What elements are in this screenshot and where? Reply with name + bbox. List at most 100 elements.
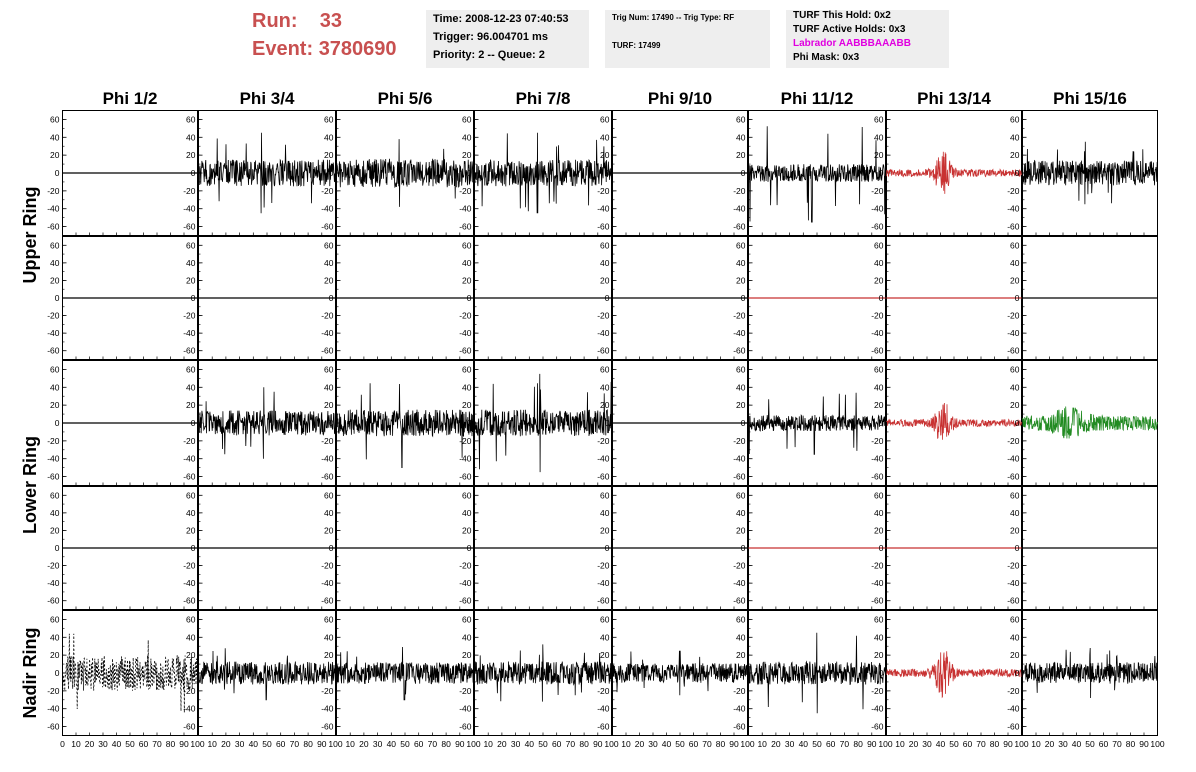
waveform-panel: -60 -40 -20 0 20 40 60 bbox=[47, 110, 198, 236]
y-tick-label: -40 bbox=[459, 704, 472, 714]
x-tick-label: 50 bbox=[949, 739, 959, 749]
y-tick-label: -40 bbox=[733, 578, 746, 588]
y-tick-label: -40 bbox=[183, 204, 196, 214]
column-title: Phi 7/8 bbox=[516, 89, 571, 108]
y-tick-label: 40 bbox=[462, 382, 472, 392]
trace-line bbox=[886, 651, 1022, 699]
y-tick-label: -40 bbox=[183, 578, 196, 588]
y-tick-label: -60 bbox=[183, 222, 196, 232]
y-tick-label: 0 bbox=[467, 418, 472, 428]
waveform-panel: -60 -40 -20 0 20 40 60 bbox=[1007, 486, 1158, 610]
y-tick-label: 0 bbox=[467, 668, 472, 678]
y-tick-label: -60 bbox=[1007, 722, 1020, 732]
y-tick-label: 40 bbox=[1010, 508, 1020, 518]
y-tick-label: 40 bbox=[600, 382, 610, 392]
y-tick-label: -40 bbox=[321, 578, 334, 588]
trace-line bbox=[612, 650, 748, 696]
trace-line bbox=[748, 392, 886, 455]
y-tick-label: -40 bbox=[47, 328, 60, 338]
y-tick-label: -20 bbox=[1007, 311, 1020, 321]
y-tick-label: 40 bbox=[324, 508, 334, 518]
y-tick-label: -40 bbox=[1007, 704, 1020, 714]
x-tick-label: 20 bbox=[221, 739, 231, 749]
y-tick-label: 0 bbox=[191, 418, 196, 428]
x-tick-label: 30 bbox=[1058, 739, 1068, 749]
y-tick-label: 60 bbox=[600, 364, 610, 374]
y-tick-label: 20 bbox=[50, 650, 60, 660]
y-tick-label: 40 bbox=[50, 508, 60, 518]
y-tick-label: -60 bbox=[459, 722, 472, 732]
x-tick-label: 60 bbox=[689, 739, 699, 749]
y-tick-label: 20 bbox=[1010, 400, 1020, 410]
y-tick-label: 20 bbox=[50, 275, 60, 285]
y-tick-label: -60 bbox=[321, 222, 334, 232]
y-tick-label: 20 bbox=[736, 525, 746, 535]
x-tick-label: 30 bbox=[922, 739, 932, 749]
x-tick-label: 10 bbox=[895, 739, 905, 749]
y-tick-label: -60 bbox=[1007, 472, 1020, 482]
y-tick-label: 60 bbox=[462, 114, 472, 124]
waveform-panel: -60 -40 -20 0 20 40 60 bbox=[183, 236, 336, 360]
waveform-panel: -60 -40 -20 0 20 40 60 bbox=[47, 610, 198, 736]
y-tick-label: -40 bbox=[321, 328, 334, 338]
y-tick-label: 60 bbox=[462, 364, 472, 374]
trace-line bbox=[748, 632, 886, 714]
y-tick-label: 20 bbox=[736, 150, 746, 160]
y-tick-label: -20 bbox=[871, 311, 884, 321]
y-tick-label: 40 bbox=[600, 132, 610, 142]
y-tick-label: -40 bbox=[597, 704, 610, 714]
trace-line bbox=[336, 646, 474, 701]
y-tick-label: 60 bbox=[736, 114, 746, 124]
y-tick-label: -60 bbox=[871, 596, 884, 606]
y-tick-label: 40 bbox=[50, 382, 60, 392]
y-tick-label: -60 bbox=[321, 472, 334, 482]
x-tick-label: 50 bbox=[1085, 739, 1095, 749]
y-tick-label: 20 bbox=[600, 150, 610, 160]
x-tick-label: 30 bbox=[648, 739, 658, 749]
y-tick-label: -40 bbox=[1007, 454, 1020, 464]
y-tick-label: -20 bbox=[459, 311, 472, 321]
y-tick-label: 40 bbox=[736, 258, 746, 268]
y-tick-label: 40 bbox=[1010, 382, 1020, 392]
y-tick-label: 0 bbox=[191, 543, 196, 553]
y-tick-label: -40 bbox=[459, 578, 472, 588]
y-tick-label: 0 bbox=[879, 293, 884, 303]
y-tick-label: 0 bbox=[741, 168, 746, 178]
y-tick-label: 60 bbox=[1010, 614, 1020, 624]
y-tick-label: 0 bbox=[605, 293, 610, 303]
y-tick-label: -20 bbox=[871, 686, 884, 696]
y-tick-label: 40 bbox=[324, 132, 334, 142]
waveform-panel: -60 -40 -20 0 20 40 60 bbox=[47, 486, 198, 610]
waveform-panel: -60 -40 -20 0 20 40 60 bbox=[733, 110, 886, 236]
y-tick-label: 20 bbox=[874, 525, 884, 535]
y-tick-label: 60 bbox=[600, 614, 610, 624]
x-tick-label: 90 bbox=[729, 739, 739, 749]
y-tick-label: -60 bbox=[733, 596, 746, 606]
x-tick-label: 60 bbox=[826, 739, 836, 749]
y-tick-label: 40 bbox=[462, 508, 472, 518]
x-tick-label: 40 bbox=[249, 739, 259, 749]
waveform-panel: -60 -40 -20 0 20 40 60 bbox=[321, 236, 474, 360]
y-tick-label: 40 bbox=[324, 258, 334, 268]
y-tick-label: -60 bbox=[183, 472, 196, 482]
y-tick-label: 20 bbox=[600, 400, 610, 410]
x-tick-label: 80 bbox=[166, 739, 176, 749]
x-tick-label: 70 bbox=[976, 739, 986, 749]
y-tick-label: -60 bbox=[1007, 222, 1020, 232]
y-tick-label: -60 bbox=[183, 596, 196, 606]
waveform-panel: -60 -40 -20 0 20 40 60 bbox=[183, 360, 336, 486]
y-tick-label: 0 bbox=[1015, 543, 1020, 553]
y-tick-label: 0 bbox=[741, 293, 746, 303]
waveform-panel: -60 -40 -20 0 20 40 60 bbox=[1007, 110, 1158, 236]
y-tick-label: -40 bbox=[597, 204, 610, 214]
waveform-panel: -60 -40 -20 0 20 40 60 bbox=[733, 486, 886, 610]
y-tick-label: -60 bbox=[871, 222, 884, 232]
run-label: Run: bbox=[252, 10, 298, 32]
waveform-panel: -60 -40 -20 0 20 40 60 bbox=[321, 360, 474, 486]
y-tick-label: -20 bbox=[183, 436, 196, 446]
y-tick-label: -20 bbox=[1007, 561, 1020, 571]
waveform-panel: -60 -40 -20 0 20 40 60 bbox=[459, 360, 612, 486]
waveform-panel: -60 -40 -20 0 20 40 60 bbox=[321, 486, 474, 610]
y-tick-label: 0 bbox=[1015, 668, 1020, 678]
